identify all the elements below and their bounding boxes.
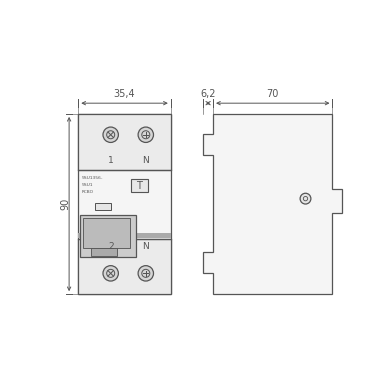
Circle shape	[142, 270, 150, 277]
Bar	[83, 218, 130, 248]
Bar	[131, 179, 148, 192]
Text: 5SU1: 5SU1	[82, 183, 93, 187]
Bar	[95, 203, 111, 210]
Circle shape	[138, 266, 154, 281]
Text: 6,2: 6,2	[200, 89, 216, 99]
Circle shape	[303, 196, 308, 201]
Bar	[90, 248, 117, 256]
Polygon shape	[203, 114, 342, 294]
Circle shape	[103, 127, 119, 142]
Text: 90: 90	[60, 198, 70, 210]
Text: 35,4: 35,4	[114, 89, 136, 99]
Text: 2: 2	[108, 242, 114, 251]
Circle shape	[300, 193, 311, 204]
Text: 1: 1	[108, 156, 114, 165]
Circle shape	[142, 131, 150, 139]
Bar	[79, 233, 171, 238]
Bar	[79, 114, 171, 294]
Bar	[79, 114, 171, 170]
Text: N: N	[142, 242, 149, 251]
Text: 70: 70	[266, 89, 279, 99]
Text: T: T	[136, 181, 142, 191]
Text: N: N	[142, 156, 149, 165]
Circle shape	[103, 266, 119, 281]
Text: RCBO: RCBO	[82, 190, 94, 194]
Text: 5SU1356-: 5SU1356-	[82, 176, 103, 180]
Circle shape	[107, 270, 115, 277]
Bar	[79, 239, 171, 294]
Bar	[80, 215, 136, 257]
Circle shape	[107, 131, 115, 139]
Circle shape	[138, 127, 154, 142]
